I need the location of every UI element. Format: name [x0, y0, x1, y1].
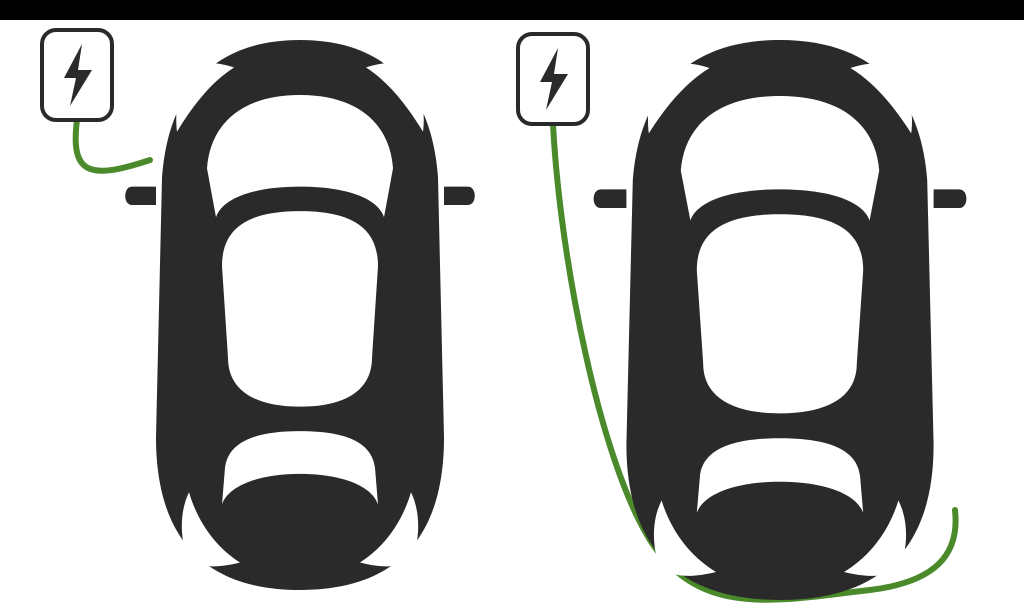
charger-right — [518, 34, 588, 124]
scene-right-rear-port — [518, 34, 966, 600]
ev-charging-diagram — [0, 0, 1024, 610]
charger-left — [42, 30, 112, 120]
top-bar — [0, 0, 1024, 20]
scene-left-front-port — [42, 30, 475, 590]
car-right — [594, 40, 967, 600]
cable-left — [76, 120, 150, 171]
car-left — [125, 40, 475, 590]
